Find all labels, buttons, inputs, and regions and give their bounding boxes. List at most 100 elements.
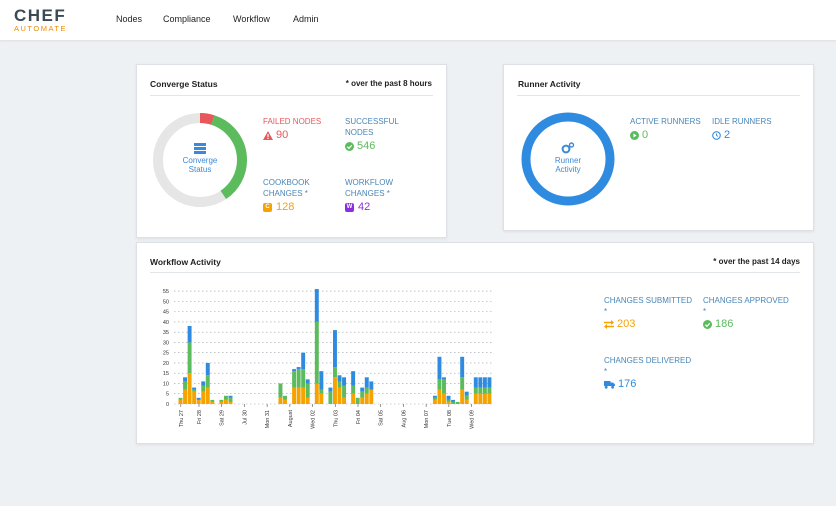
bar-approved[interactable] [364, 387, 369, 394]
bar-approved[interactable] [305, 383, 310, 398]
bar-delivered[interactable] [192, 387, 197, 390]
bar-approved[interactable] [464, 395, 469, 400]
bar-submitted[interactable] [432, 399, 437, 404]
bar-delivered[interactable] [328, 387, 333, 392]
bar-delivered[interactable] [342, 377, 347, 386]
bar-submitted[interactable] [464, 399, 469, 404]
bar-delivered[interactable] [432, 395, 437, 398]
workflow-activity-chart[interactable]: 0 5 10 15 20 25 30 35 40 45 50 55 Thu 27 Fri 28 Sat 29… [137, 279, 507, 439]
bar-delivered[interactable] [228, 395, 233, 398]
bar-delivered[interactable] [451, 399, 456, 402]
bar-approved[interactable] [210, 399, 215, 402]
bar-delivered[interactable] [487, 377, 492, 388]
bar-submitted[interactable] [228, 401, 233, 404]
bar-approved[interactable] [351, 385, 356, 394]
failed-nodes-value[interactable]: 90 [263, 129, 288, 141]
bar-submitted[interactable] [183, 389, 188, 404]
bar-delivered[interactable] [460, 356, 465, 378]
bar-delivered[interactable] [292, 369, 297, 372]
bar-submitted[interactable] [178, 399, 183, 404]
bar-delivered[interactable] [482, 377, 487, 388]
bar-submitted[interactable] [223, 399, 228, 404]
bar-submitted[interactable] [351, 393, 356, 404]
bar-submitted[interactable] [360, 397, 365, 404]
bar-submitted[interactable] [442, 393, 446, 404]
bar-approved[interactable] [478, 387, 483, 394]
bar-approved[interactable] [432, 397, 437, 400]
bar-approved[interactable] [296, 369, 301, 388]
bar-delivered[interactable] [205, 362, 210, 376]
bar-submitted[interactable] [283, 399, 287, 404]
bar-approved[interactable] [442, 379, 446, 394]
bar-submitted[interactable] [487, 393, 492, 404]
runner-activity-donut[interactable] [520, 111, 616, 207]
bar-submitted[interactable] [337, 387, 342, 404]
bar-delivered[interactable] [446, 395, 451, 400]
bar-submitted[interactable] [219, 401, 224, 404]
bar-submitted[interactable] [292, 387, 297, 404]
bar-delivered[interactable] [305, 379, 310, 384]
nav-nodes[interactable]: Nodes [116, 14, 143, 24]
bar-submitted[interactable] [342, 397, 347, 404]
bar-approved[interactable] [219, 399, 224, 402]
bar-delivered[interactable] [196, 397, 201, 400]
changes-delivered-value[interactable]: 176 [604, 378, 636, 390]
bar-delivered[interactable] [333, 330, 337, 368]
bar-approved[interactable] [342, 385, 347, 398]
bar-approved[interactable] [460, 377, 465, 390]
converge-status-donut[interactable] [151, 111, 249, 209]
bar-delivered[interactable] [369, 381, 374, 390]
bar-submitted[interactable] [196, 399, 201, 404]
bar-submitted[interactable] [482, 393, 487, 404]
bar-delivered[interactable] [473, 377, 478, 388]
bar-approved[interactable] [228, 397, 233, 402]
bar-delivered[interactable] [187, 326, 192, 343]
bar-delivered[interactable] [464, 391, 469, 396]
bar-approved[interactable] [278, 383, 283, 398]
bar-submitted[interactable] [278, 397, 283, 404]
bar-delivered[interactable] [301, 352, 306, 370]
cookbook-changes-value[interactable]: C 128 [263, 201, 294, 213]
bar-submitted[interactable] [478, 393, 483, 404]
bar-approved[interactable] [446, 399, 451, 402]
bar-delivered[interactable] [337, 375, 342, 382]
bar-submitted[interactable] [369, 389, 374, 404]
bar-approved[interactable] [473, 387, 478, 394]
bar-delivered[interactable] [201, 381, 206, 386]
idle-runners-value[interactable]: 2 [712, 129, 730, 141]
bar-delivered[interactable] [364, 377, 369, 388]
bar-submitted[interactable] [333, 377, 337, 404]
bar-delivered[interactable] [437, 356, 442, 380]
bar-approved[interactable] [223, 395, 228, 400]
bar-delivered[interactable] [183, 377, 188, 382]
bar-delivered[interactable] [314, 289, 319, 322]
nav-workflow[interactable]: Workflow [233, 14, 270, 24]
bar-submitted[interactable] [446, 401, 451, 404]
bar-submitted[interactable] [210, 401, 215, 404]
bar-submitted[interactable] [192, 391, 197, 404]
bar-approved[interactable] [455, 401, 460, 404]
bar-submitted[interactable] [205, 387, 210, 404]
bar-delivered[interactable] [319, 371, 324, 390]
nav-compliance[interactable]: Compliance [163, 14, 211, 24]
bar-approved[interactable] [283, 395, 287, 400]
bar-approved[interactable] [437, 379, 442, 390]
bar-submitted[interactable] [364, 393, 369, 404]
bar-delivered[interactable] [351, 371, 356, 386]
bar-submitted[interactable] [473, 393, 478, 404]
chef-automate-logo[interactable]: CHEF AUTOMATE [14, 7, 67, 33]
bar-submitted[interactable] [437, 389, 442, 404]
bar-submitted[interactable] [305, 397, 310, 404]
bar-submitted[interactable] [301, 387, 306, 404]
successful-nodes-value[interactable]: 546 [345, 140, 375, 152]
bar-approved[interactable] [187, 342, 192, 374]
bar-delivered[interactable] [296, 367, 301, 370]
bar-approved[interactable] [451, 401, 456, 404]
bar-approved[interactable] [201, 385, 206, 392]
changes-submitted-value[interactable]: 203 [604, 318, 635, 330]
changes-approved-value[interactable]: 186 [703, 318, 733, 330]
bar-submitted[interactable] [319, 393, 324, 404]
bar-approved[interactable] [360, 391, 365, 398]
bar-submitted[interactable] [460, 389, 465, 404]
bar-approved[interactable] [192, 389, 197, 392]
